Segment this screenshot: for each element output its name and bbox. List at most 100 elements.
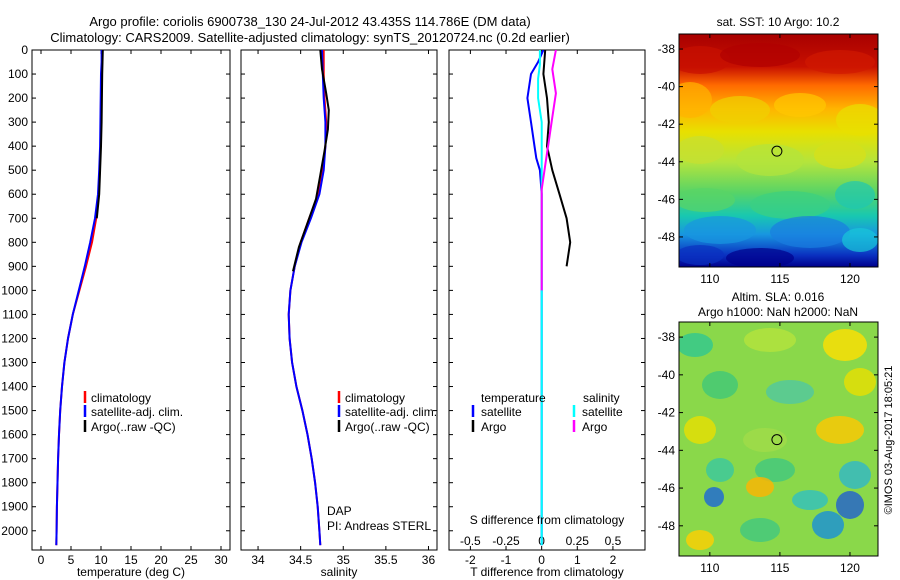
legend-sal-satellite-label: satellite <box>582 405 623 419</box>
sst-texture-blob <box>679 82 712 118</box>
legend-climatology-label: climatology <box>345 391 405 405</box>
sst-texture-blob <box>684 216 756 244</box>
legend-satellite-label: satellite-adj. clim. <box>91 405 183 419</box>
sla-texture-blob <box>766 380 814 404</box>
series-line-satellite-adj-clim- <box>287 50 327 546</box>
x-tick-label: 34.5 <box>289 553 313 567</box>
y-tick-label: 100 <box>8 67 28 81</box>
y-tick-label: 1500 <box>1 404 28 418</box>
y-tick-label: 200 <box>8 91 28 105</box>
y-tick-label: 1300 <box>1 356 28 370</box>
legend-satellite-label: satellite-adj. clim. <box>345 405 437 419</box>
sst-map-field <box>679 34 878 267</box>
y-tick-label: 1700 <box>1 452 28 466</box>
series-line-argo <box>292 50 330 272</box>
lat-tick-label: -46 <box>658 481 676 495</box>
series-line-argo-temperature <box>542 50 572 267</box>
lon-tick-label: 120 <box>840 561 860 575</box>
lat-tick-label: -38 <box>658 42 676 56</box>
temperature-series <box>55 50 104 546</box>
sla-texture-blob <box>684 416 716 444</box>
sst-texture-blob <box>774 93 826 117</box>
sla-texture-blob <box>823 329 867 361</box>
sla-texture-blob <box>836 491 864 519</box>
x-tick-label: -2 <box>465 553 476 567</box>
sla-argo-location-marker <box>771 434 783 446</box>
dap-label: DAP <box>327 504 352 518</box>
sst-map-frame <box>678 33 879 268</box>
legend-temperature-header: temperature <box>481 391 546 405</box>
y-tick-label: 1000 <box>1 283 28 297</box>
salinity-axes-frame <box>240 49 438 551</box>
sla-map-title2: Argo h1000: NaN h2000: NaN <box>698 305 858 319</box>
y-tick-label: 400 <box>8 139 28 153</box>
y-tick-label: 700 <box>8 211 28 225</box>
difference-legend: temperature salinity satellite Argo sate… <box>471 391 623 434</box>
temperature-legend: climatology satellite-adj. clim. Argo(..… <box>83 391 183 434</box>
sla-texture-blob <box>816 416 864 444</box>
temperature-ticks: 0 5 10 15 20 25 300100200300400500600700800900… <box>1 43 230 567</box>
y-tick-label: 2000 <box>1 524 28 538</box>
sst-argo-location-marker <box>771 145 783 157</box>
y-tick-label: 1200 <box>1 331 28 345</box>
x-tick-label: -1 <box>501 553 512 567</box>
sla-map-blobs <box>679 328 876 550</box>
sla-texture-blob <box>702 371 738 399</box>
lat-tick-label: -42 <box>658 117 676 131</box>
y-tick-label: 1900 <box>1 500 28 514</box>
series-line-satellite-adj-clim- <box>55 50 103 546</box>
temperature-axes-frame <box>31 49 231 551</box>
x-tick-label: 30 <box>214 553 228 567</box>
sst-texture-blob <box>679 245 724 265</box>
sst-texture-blob <box>736 144 804 176</box>
sst-map: sat. SST: 10 Argo: 10.2 -38-40-42-44-46-… <box>658 15 879 286</box>
sla-map-ticks: -38 -40 -42 -44 -46 -48 110 115 120 <box>658 322 878 575</box>
figure-title-line1: Argo profile: coriolis 6900738_130 24-Ju… <box>89 14 530 29</box>
salinity-profile-panel: 34 34.5 35 35.5 36 salinity climatology sate… <box>240 49 438 579</box>
legend-salinity-header: salinity <box>583 391 620 405</box>
y-tick-label: 1600 <box>1 428 28 442</box>
x-tick-label: 0 <box>38 553 45 567</box>
sst-texture-blob <box>726 248 794 267</box>
lat-tick-label: -44 <box>658 443 676 457</box>
y-tick-label: 1400 <box>1 380 28 394</box>
sst-texture-blob <box>836 104 878 136</box>
sla-texture-blob <box>755 458 795 482</box>
x-tick-label: 10 <box>94 553 108 567</box>
x-tick-label-salinity: 0.25 <box>566 534 590 548</box>
sla-texture-blob <box>744 328 796 352</box>
series-line-argo <box>95 50 104 219</box>
temperature-xlabel: temperature (deg C) <box>77 565 185 579</box>
x-tick-label: 20 <box>154 553 168 567</box>
y-tick-label: 600 <box>8 187 28 201</box>
sst-texture-blob <box>835 181 875 209</box>
lat-tick-label: -42 <box>658 406 676 420</box>
temperature-profile-panel: 0 5 10 15 20 25 300100200300400500600700800900… <box>1 43 231 579</box>
lat-tick-label: -48 <box>658 230 676 244</box>
lon-tick-label: 115 <box>770 561 789 575</box>
lat-tick-label: -46 <box>658 192 676 206</box>
lon-tick-label: 110 <box>700 561 719 575</box>
difference-axes-frame <box>448 49 646 551</box>
x-tick-label: 15 <box>124 553 138 567</box>
legend-sal-argo-label: Argo <box>582 420 608 434</box>
sst-texture-blob <box>679 136 724 164</box>
y-tick-label: 300 <box>8 115 28 129</box>
legend-climatology-label: climatology <box>91 391 151 405</box>
sla-texture-blob <box>740 518 780 542</box>
difference-ticks: -2 -1 0 1 2-0.5 -0.25 0 0.25 0.5 <box>449 49 645 567</box>
lon-tick-label: 110 <box>700 272 719 286</box>
sla-map-title: Altim. SLA: 0.016 <box>732 290 825 304</box>
lat-tick-label: -38 <box>658 330 676 344</box>
sla-texture-blob <box>844 368 876 396</box>
x-tick-label: 35 <box>337 553 351 567</box>
difference-profile-panel: -2 -1 0 1 2-0.5 -0.25 0 0.25 0.5 T difference fr… <box>448 49 646 579</box>
sla-texture-blob <box>704 487 724 507</box>
sla-texture-blob <box>686 530 714 550</box>
sla-texture-blob <box>679 333 713 357</box>
sst-map-title: sat. SST: 10 Argo: 10.2 <box>717 15 840 29</box>
sst-texture-blob <box>679 188 735 212</box>
salinity-xlabel: salinity <box>321 565 358 579</box>
imos-timestamp-watermark: ©IMOS 03-Aug-2017 18:05:21 <box>883 366 895 515</box>
salinity-ticks: 34 34.5 35 35.5 36 <box>241 49 437 567</box>
